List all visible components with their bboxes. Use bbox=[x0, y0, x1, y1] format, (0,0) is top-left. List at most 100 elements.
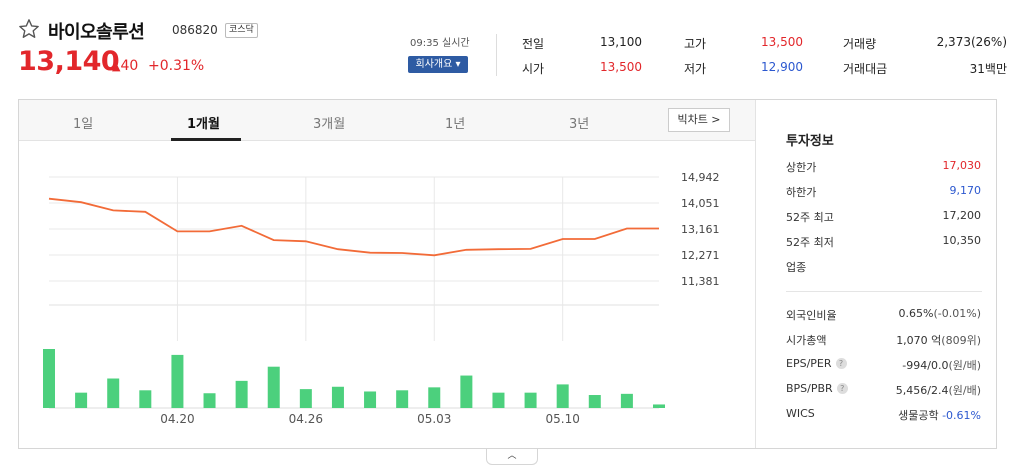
y-tick-label: 14,051 bbox=[681, 197, 720, 210]
divider bbox=[496, 34, 497, 76]
tab-3year[interactable]: 3년 bbox=[569, 117, 590, 132]
wics-change: -0.61% bbox=[942, 409, 981, 422]
high52-value: 17,200 bbox=[942, 209, 982, 222]
tab-1month[interactable]: 1개월 bbox=[187, 117, 220, 132]
stock-name: 바이오솔루션 bbox=[48, 22, 145, 43]
market-cap-value: 1,070 억(809위) bbox=[896, 332, 981, 348]
eps-per-label: EPS/PER? bbox=[786, 357, 847, 370]
active-tab-indicator bbox=[171, 138, 241, 141]
volume-bar bbox=[364, 391, 377, 408]
favorite-star-icon[interactable] bbox=[18, 18, 40, 40]
tab-1year[interactable]: 1년 bbox=[445, 117, 466, 132]
eps-per-value: -994/0.0(원/배) bbox=[902, 357, 981, 373]
eps-per-label-text: EPS/PER bbox=[786, 357, 832, 370]
bps-pbr-label-text: BPS/PBR bbox=[786, 382, 833, 395]
x-tick-label: 04.26 bbox=[289, 412, 323, 426]
bps-pbr-label: BPS/PBR? bbox=[786, 382, 848, 395]
x-tick-label: 05.10 bbox=[546, 412, 580, 426]
lower-limit-label: 하한가 bbox=[786, 186, 817, 199]
volume-bar bbox=[171, 354, 184, 408]
big-chart-button[interactable]: 빅차트 > bbox=[668, 108, 730, 132]
volume-bar bbox=[299, 389, 312, 408]
volume-bar bbox=[235, 380, 248, 408]
y-tick-label: 11,381 bbox=[681, 275, 720, 288]
volume-value: 2,373(26%) bbox=[936, 35, 1007, 49]
amount-label: 거래대금 bbox=[843, 62, 888, 76]
x-tick-label: 05.03 bbox=[417, 412, 451, 426]
volume-bar bbox=[428, 387, 441, 408]
foreign-ratio-main: 0.65% bbox=[898, 307, 934, 320]
price-line bbox=[48, 197, 659, 257]
price-chart: 14,942 14,051 13,161 12,271 11,381 04.20 04.26… bbox=[43, 171, 720, 426]
upper-limit-label: 상한가 bbox=[786, 161, 817, 174]
stock-code: 086820 bbox=[172, 23, 218, 37]
investment-info-sidebar: 투자정보 상한가 17,030 하한가 9,170 52주 최고 17,200 … bbox=[755, 100, 997, 448]
current-price: 13,140 bbox=[18, 46, 120, 77]
volume-bar bbox=[588, 395, 601, 408]
eps-per-main: -994/0.0 bbox=[902, 359, 949, 372]
bps-pbr-value: 5,456/2.4(원/배) bbox=[896, 382, 981, 398]
period-tabs: 1일 1개월 3개월 1년 3년 빅차트 > bbox=[19, 100, 755, 141]
help-icon[interactable]: ? bbox=[835, 358, 847, 369]
bps-pbr-unit: (원/배) bbox=[948, 384, 981, 397]
market-cap-main: 1,070 억 bbox=[896, 334, 942, 347]
help-icon[interactable]: ? bbox=[836, 383, 848, 394]
market-cap-label: 시가총액 bbox=[786, 334, 827, 347]
realtime-time: 09:35 실시간 bbox=[410, 38, 470, 49]
high-label: 고가 bbox=[684, 37, 707, 51]
volume-bar bbox=[107, 378, 120, 408]
tab-1day[interactable]: 1일 bbox=[73, 117, 94, 132]
change-rate: +0.31% bbox=[148, 58, 205, 74]
chart-panel: 1일 1개월 3개월 1년 3년 빅차트 > 14,942 14,051 13,16… bbox=[18, 99, 997, 449]
wics-value: 생물공학 -0.61% bbox=[898, 407, 981, 423]
volume-bar bbox=[267, 366, 280, 408]
high52-label: 52주 최고 bbox=[786, 211, 834, 224]
volume-bar bbox=[556, 384, 569, 408]
volume-bar bbox=[492, 392, 505, 408]
volume-bar bbox=[75, 392, 88, 408]
lower-limit-value: 9,170 bbox=[949, 184, 982, 197]
low-value: 12,900 bbox=[761, 60, 803, 74]
wics-sector[interactable]: 생물공학 bbox=[898, 409, 939, 422]
open-value: 13,500 bbox=[600, 60, 642, 74]
y-tick-label: 14,942 bbox=[681, 171, 720, 184]
volume-label: 거래량 bbox=[843, 37, 877, 51]
high-value: 13,500 bbox=[761, 35, 803, 49]
market-cap-rank: (809위) bbox=[941, 334, 981, 347]
company-overview-button[interactable]: 회사개요 ▾ bbox=[408, 56, 468, 73]
price-change: ▲40 bbox=[112, 58, 138, 74]
foreign-ratio-change: (-0.01%) bbox=[933, 307, 982, 320]
volume-bar bbox=[460, 375, 473, 408]
volume-bar bbox=[331, 386, 344, 408]
x-tick-label: 04.20 bbox=[160, 412, 194, 426]
y-tick-label: 13,161 bbox=[681, 223, 720, 236]
low52-value: 10,350 bbox=[942, 234, 982, 247]
volume-bar bbox=[139, 390, 152, 408]
price-change-value: 40 bbox=[120, 58, 139, 74]
volume-bar bbox=[620, 393, 633, 408]
bps-pbr-main: 5,456/2.4 bbox=[895, 384, 949, 397]
open-label: 시가 bbox=[522, 62, 545, 76]
invest-title: 투자정보 bbox=[786, 134, 834, 149]
wics-label: WICS bbox=[786, 407, 815, 420]
eps-per-unit: (원/배) bbox=[948, 359, 981, 372]
y-tick-label: 12,271 bbox=[681, 249, 720, 262]
volume-bar bbox=[203, 393, 216, 408]
upper-limit-value: 17,030 bbox=[942, 159, 982, 172]
amount-value: 31백만 bbox=[969, 62, 1007, 76]
prev-close-value: 13,100 bbox=[600, 35, 642, 49]
market-badge: 코스닥 bbox=[225, 23, 258, 38]
up-arrow-icon: ▲ bbox=[112, 60, 121, 73]
tab-3month[interactable]: 3개월 bbox=[313, 117, 346, 132]
volume-bar bbox=[524, 392, 537, 408]
low52-label: 52주 최저 bbox=[786, 236, 834, 249]
foreign-ratio-value: 0.65%(-0.01%) bbox=[899, 307, 981, 320]
prev-close-label: 전일 bbox=[522, 37, 545, 51]
volume-bar bbox=[396, 390, 409, 408]
volume-bar bbox=[43, 349, 55, 408]
collapse-chevron-up-icon[interactable]: ︿ bbox=[486, 449, 538, 465]
low-label: 저가 bbox=[684, 62, 707, 76]
volume-bar bbox=[653, 404, 665, 408]
sector-label: 업종 bbox=[786, 261, 807, 274]
divider bbox=[786, 291, 982, 292]
